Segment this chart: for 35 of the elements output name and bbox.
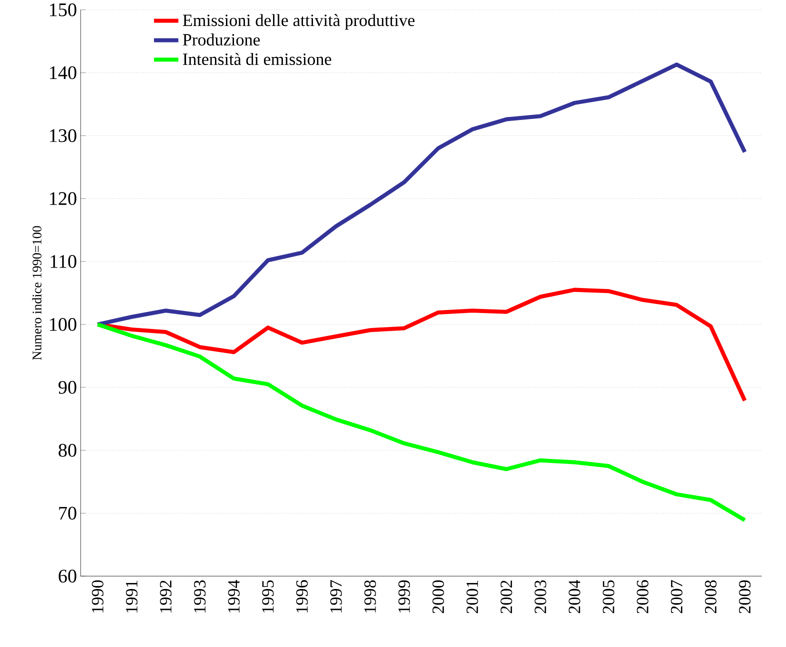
x-tick-label: 1996 [296,580,308,613]
x-tick-label: 2006 [636,580,648,614]
y-tick-label: 130 [50,129,76,142]
x-tick-label: 2004 [568,580,580,614]
x-tick-label: 2000 [432,580,444,614]
x-tick-label: 1993 [194,580,206,613]
legend-label: Produzione [182,34,260,46]
legend-label: Emissioni delle attività produttive [182,14,414,30]
x-tick-label: 2007 [670,580,682,614]
y-tick-label: 110 [50,255,76,268]
x-tick-label: 2003 [534,580,546,614]
legend-label: Intensità di emissione [183,53,332,66]
x-tick-label: 1990 [92,580,104,613]
x-tick-label: 1999 [398,580,410,613]
y-tick-label: 120 [50,192,76,206]
y-axis-title: Numero indice 1990=100 [32,226,42,360]
x-tick-label: 2008 [704,580,717,614]
x-tick-label: 2002 [500,580,512,614]
x-tick-label: 2009 [738,580,751,614]
y-tick-label: 140 [50,66,76,80]
line-series [96,322,747,522]
y-tick-label: 150 [50,4,76,16]
y-tick-label: 60 [58,570,76,583]
y-tick-label: 90 [58,381,76,394]
x-tick-label: 2001 [466,580,478,614]
y-tick-label: 80 [58,444,76,457]
x-tick-label: 1994 [228,580,240,613]
x-tick-label: 1991 [126,580,138,613]
x-tick-label: 1992 [160,580,172,613]
x-tick-label: 1998 [364,580,376,613]
x-tick-label: 1995 [262,580,274,613]
x-tick-label: 2005 [602,580,614,614]
y-tick-label: 70 [59,506,76,520]
y-tick-label: 100 [50,318,76,332]
x-tick-label: 1997 [330,580,342,613]
